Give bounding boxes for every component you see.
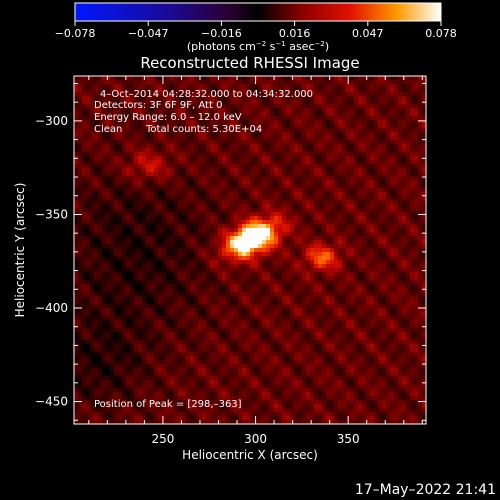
colorbar-ticks: −0.078 −0.047 −0.016 0.016 0.047 0.078 — [55, 21, 457, 40]
y-tick-label: −450 — [35, 395, 68, 409]
x-axis-label: Heliocentric X (arcsec) — [182, 448, 318, 462]
annotation-time-range: 4–Oct–2014 04:28:32.000 to 04:34:32.000 — [100, 89, 313, 100]
colorbar-tick-label: −0.078 — [55, 27, 96, 40]
heatmap-image — [74, 76, 426, 424]
x-tick-label: 300 — [244, 432, 267, 446]
footer-timestamp: 17–May–2022 21:41 — [355, 482, 496, 498]
colorbar-tick-label: −0.047 — [128, 27, 169, 40]
plot-area: 250 300 350 −300 −350 −400 −450 — [35, 75, 427, 446]
colorbar-tick-label: 0.078 — [425, 27, 457, 40]
annotation-method: Clean — [94, 124, 122, 135]
annotation-counts: Total counts: 5.30E+04 — [145, 124, 262, 135]
y-axis-label: Heliocentric Y (arcsec) — [13, 183, 27, 318]
y-tick-label: −350 — [35, 207, 68, 221]
colorbar-unit: (photons cm−2 s−1 asec−2) — [187, 40, 329, 53]
colorbar: −0.078 −0.047 −0.016 0.016 0.047 0.078 (photo… — [55, 2, 457, 53]
annotation-detectors: Detectors: 3F 6F 9F, Att 0 — [94, 100, 222, 111]
x-tick-label: 250 — [151, 432, 174, 446]
plot-frame — [73, 75, 427, 425]
chart-title: Reconstructed RHESSI Image — [140, 54, 359, 72]
y-tick-label: −300 — [35, 114, 68, 128]
x-tick-label: 350 — [337, 432, 360, 446]
annotation-peak: Position of Peak = [298,–363] — [94, 399, 242, 410]
axis-ticks: 250 300 350 −300 −350 −400 −450 — [35, 76, 426, 446]
y-tick-label: −400 — [35, 301, 68, 315]
colorbar-tick-label: −0.016 — [201, 27, 242, 40]
colorbar-strip — [74, 2, 442, 22]
colorbar-tick-label: 0.047 — [352, 27, 384, 40]
annotations: 4–Oct–2014 04:28:32.000 to 04:34:32.000 … — [94, 89, 313, 410]
annotation-energy: Energy Range: 6.0 – 12.0 keV — [94, 112, 242, 123]
colorbar-tick-label: 0.016 — [279, 27, 311, 40]
